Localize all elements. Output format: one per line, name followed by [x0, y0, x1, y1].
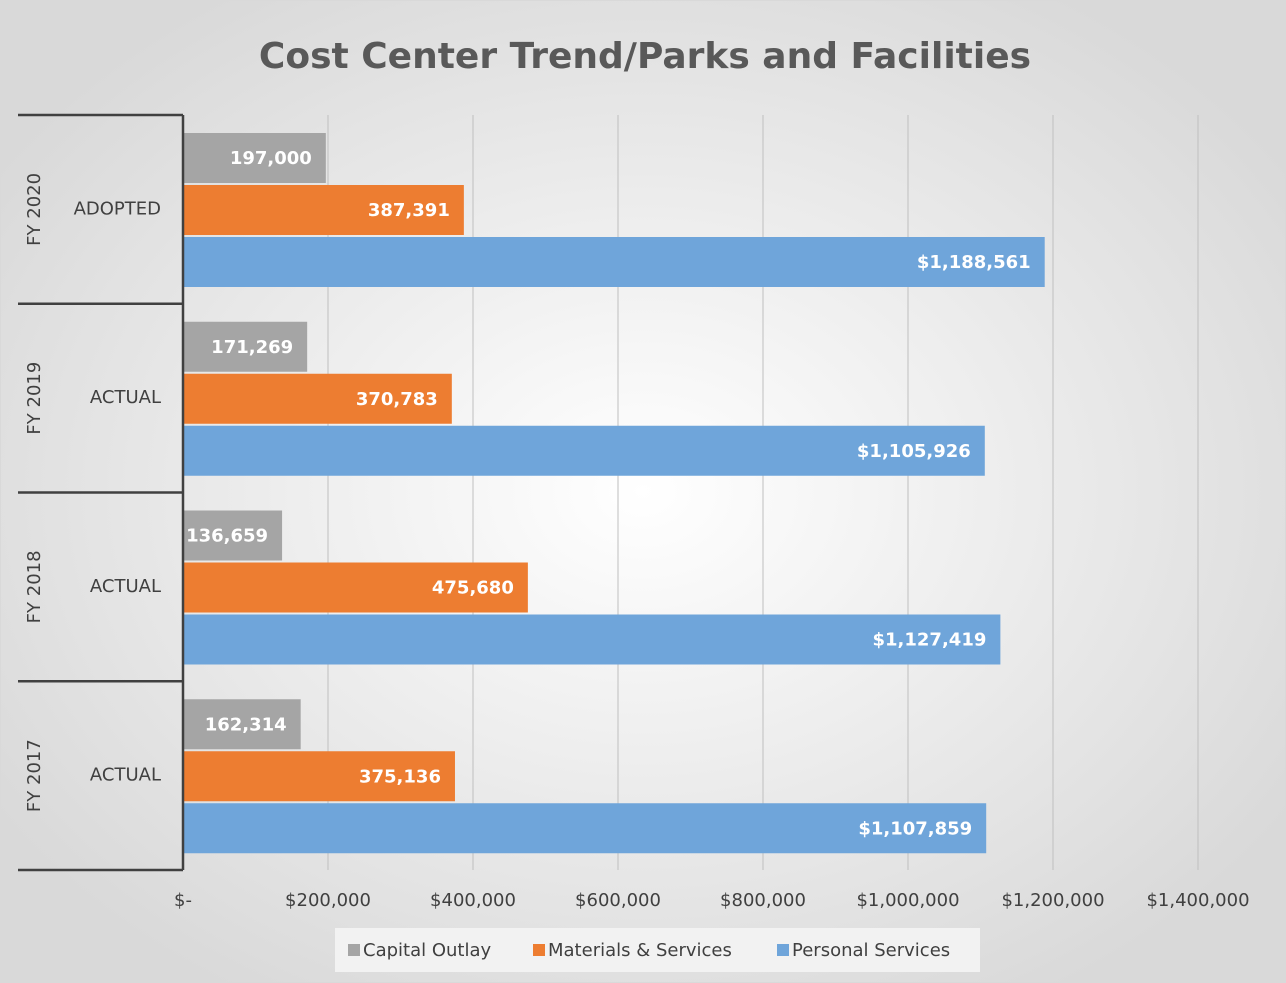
bar: [183, 751, 455, 802]
bar: [183, 185, 464, 235]
value-label: 197,000: [230, 148, 312, 169]
bar: [183, 321, 308, 372]
category-label: FY 2018: [24, 550, 45, 623]
x-tick-label: $1,000,000: [856, 890, 959, 911]
bar: [183, 237, 1045, 287]
legend-swatch: [777, 944, 789, 956]
category-label: FY 2020: [24, 173, 45, 246]
subcategory-label: ACTUAL: [90, 387, 161, 408]
x-tick-label: $200,000: [285, 890, 371, 911]
bar: [183, 803, 987, 854]
chart-title: Cost Center Trend/Parks and Facilities: [259, 36, 1031, 77]
value-label: 171,269: [211, 337, 293, 358]
bar: [183, 562, 528, 613]
bar: [183, 510, 283, 561]
value-label: 162,314: [205, 714, 287, 735]
category-label: FY 2017: [24, 739, 45, 812]
subcategory-label: ADOPTED: [74, 198, 161, 219]
legend-swatch: [533, 944, 545, 956]
category-label: FY 2019: [24, 362, 45, 435]
value-label: $1,107,859: [858, 818, 972, 839]
value-label: 387,391: [368, 200, 450, 221]
bar: [183, 133, 326, 183]
x-tick-label: $1,400,000: [1146, 890, 1249, 911]
value-label: $1,105,926: [857, 441, 971, 462]
x-tick-label: $1,200,000: [1001, 890, 1104, 911]
value-label: 375,136: [359, 766, 441, 787]
x-tick-label: $400,000: [430, 890, 516, 911]
bar: [183, 699, 301, 750]
x-tick-label: $-: [174, 890, 192, 911]
bar: [183, 614, 1001, 665]
subcategory-label: ACTUAL: [90, 576, 161, 597]
legend-label: Personal Services: [792, 940, 950, 961]
x-tick-label: $800,000: [720, 890, 806, 911]
legend-label: Capital Outlay: [363, 940, 492, 961]
value-label: $1,127,419: [873, 630, 987, 651]
legend-label: Materials & Services: [548, 940, 732, 961]
legend-box: [335, 928, 980, 972]
bar: [183, 425, 985, 476]
x-tick-label: $600,000: [575, 890, 661, 911]
subcategory-label: ACTUAL: [90, 765, 161, 786]
value-label: 370,783: [356, 389, 438, 410]
value-label: $1,188,561: [917, 252, 1031, 273]
legend-swatch: [348, 944, 360, 956]
value-label: 136,659: [186, 526, 268, 547]
bar: [183, 373, 452, 424]
value-label: 475,680: [432, 578, 514, 599]
